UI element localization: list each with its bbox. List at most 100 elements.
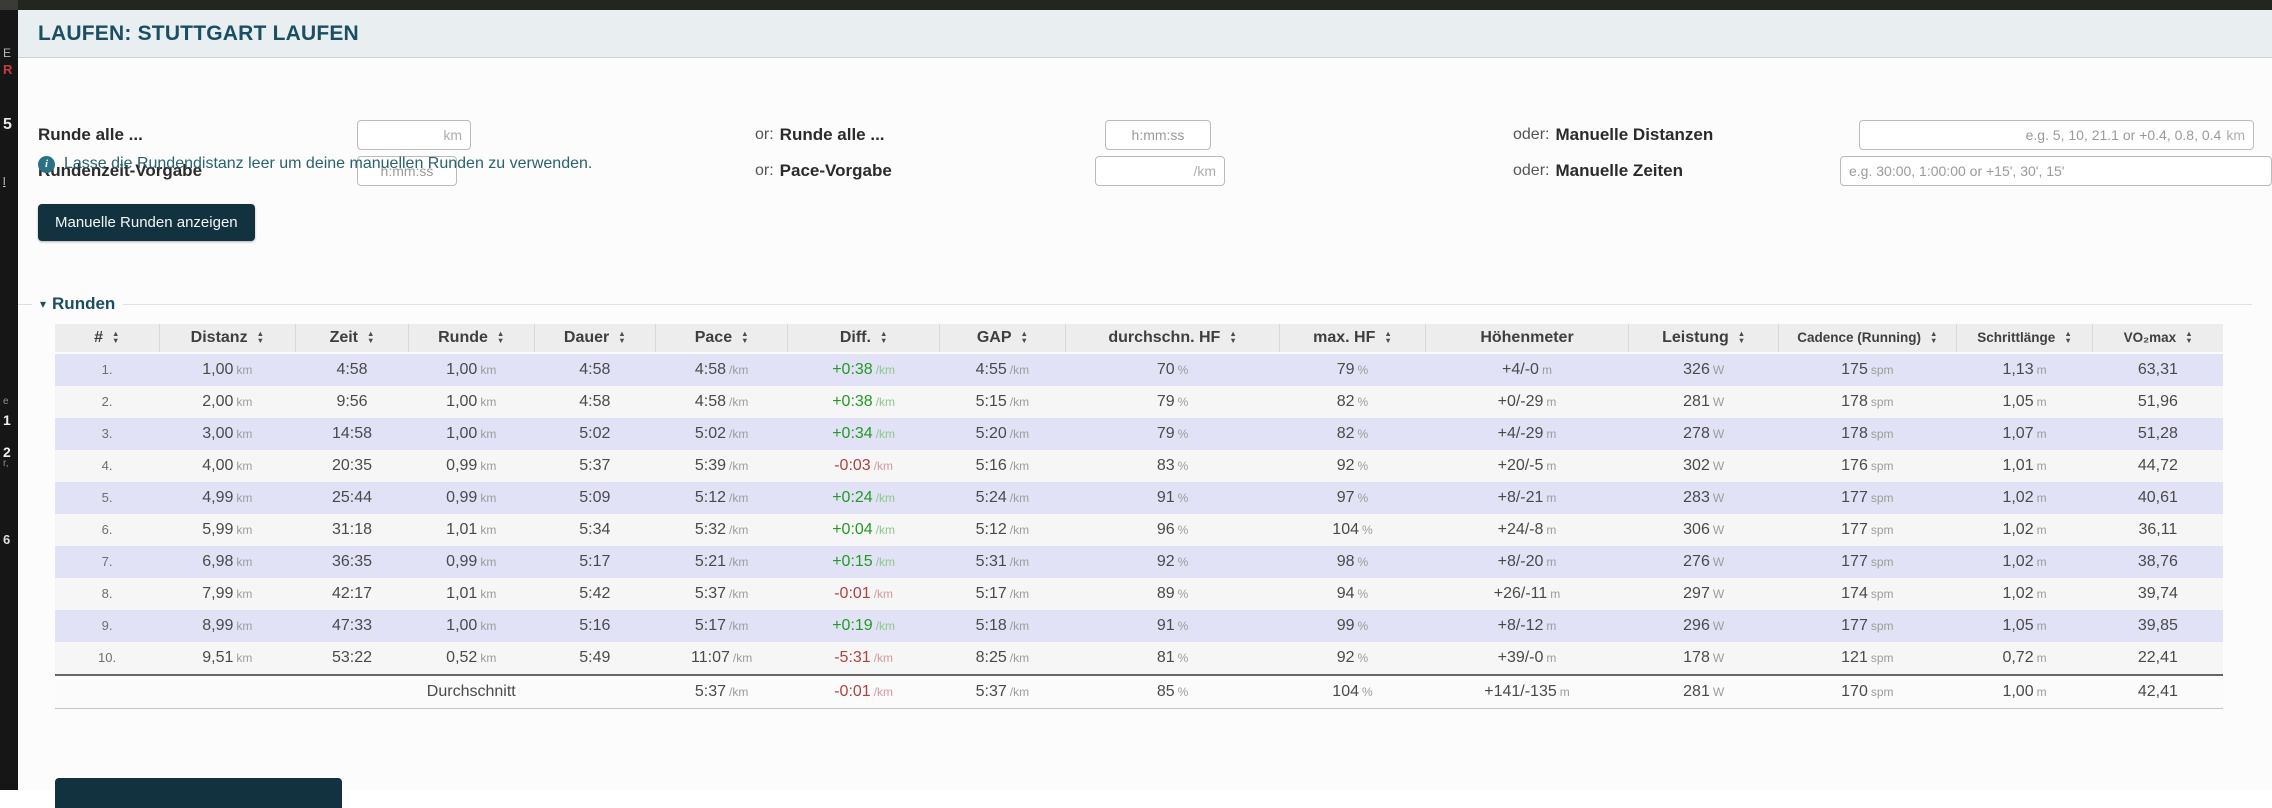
cell-unit: km [236,619,253,633]
cell-unit: % [1177,619,1189,633]
cell-max_hf: 92% [1336,649,1369,666]
manual-distances-input[interactable] [1868,121,2222,149]
cell-unit: % [1177,427,1189,441]
sort-icon[interactable]: ▲ ▼ [1930,329,1938,345]
manual-times-input[interactable] [1849,157,2263,185]
cell-unit: % [1357,651,1369,665]
sort-icon[interactable]: ▲ ▼ [1020,329,1028,345]
cell-unit: % [1357,395,1369,409]
cell-unit: km [236,555,253,569]
column-header-num[interactable]: # ▲ ▼ [55,324,160,354]
manual-times-label: Manuelle Zeiten [1555,161,1683,180]
background-fragment: 1 [3,412,11,428]
cell-unit: spm [1870,523,1894,537]
cell-unit: km [480,523,497,537]
cell-num: 7. [101,554,113,569]
cell-avg_hf: 92% [1156,553,1189,570]
cell-diff: -0:01/km [834,683,894,700]
cell-hoehenmeter: +8/-12 m [1497,617,1557,634]
cell-runde: 0,99 km [446,553,497,570]
pace-target-input[interactable] [1104,157,1189,185]
column-header-vo2max[interactable]: VO₂max ▲ ▼ [2092,324,2223,354]
section-collapse-icon[interactable]: ▾ [40,297,47,311]
section-divider-right [123,303,2252,305]
cell-dauer: 5:37 [579,457,611,474]
lap-time-input[interactable] [1114,121,1202,149]
sort-icon[interactable]: ▲ ▼ [256,329,265,345]
cell-pace: 5:39/km [694,457,749,474]
cell-unit: km [236,523,253,537]
manual-times-prefix: oder: [1513,162,1550,179]
cell-pace: 5:37/km [694,683,749,700]
column-label-hoehenmeter: Höhenmeter [1480,329,1574,346]
column-label-schrittlaenge: Schrittlänge [1977,330,2056,345]
cell-diff: +0:04/km [832,521,896,538]
column-header-avg_hf[interactable]: durchschn. HF ▲ ▼ [1065,324,1281,354]
column-label-pace: Pace [694,329,733,346]
info-message: i Lasse die Rundendistanz leer um deine … [38,155,592,173]
cell-runde: 0,99 km [446,489,497,506]
cell-unit: % [1177,587,1189,601]
cell-unit: /km [1009,395,1030,409]
pace-target-group: or: Pace-Vorgabe [755,156,892,186]
cell-unit: km [480,427,497,441]
column-header-pace[interactable]: Pace ▲ ▼ [655,324,789,354]
cell-avg_hf: 96% [1156,521,1189,538]
section-title[interactable]: Runden [52,294,116,313]
show-manual-laps-button[interactable]: Manuelle Runden anzeigen [38,204,255,241]
cell-unit: % [1177,523,1189,537]
cell-runde: 1,00 km [446,393,497,410]
cell-unit: m [2036,619,2047,633]
cell-unit: km [480,395,497,409]
sort-icon[interactable]: ▲ ▼ [2185,329,2193,345]
cell-vo2max: 51,96 [2137,393,2178,410]
cell-unit: /km [875,523,896,537]
column-header-diff[interactable]: Diff. ▲ ▼ [787,324,940,354]
column-header-cadence[interactable]: Cadence (Running) ▲ ▼ [1778,324,1957,354]
cell-schrittlaenge: 1,02 m [2002,521,2047,538]
column-header-runde[interactable]: Runde ▲ ▼ [408,324,535,354]
cell-unit: % [1177,555,1189,569]
sort-icon[interactable]: ▲ ▼ [367,329,375,345]
cell-diff: +0:38/km [832,393,896,410]
lap-row: 1. 1,00 km 4:58 1,00 km 4:58 4:58/km +0:38/km 4:5… [55,353,2223,386]
column-header-leistung[interactable]: Leistung ▲ ▼ [1628,324,1779,354]
column-header-dauer[interactable]: Dauer ▲ ▼ [534,324,657,354]
cell-cadence: 170 spm [1841,683,1894,700]
cell-runde: 1,00 km [446,617,497,634]
lap-distance-inputbox: km [357,120,471,150]
cell-unit: spm [1870,685,1894,699]
cell-unit: /km [729,491,749,505]
lap-time-target-input[interactable] [366,157,448,185]
cell-runde: 1,00 km [446,425,497,442]
sort-icon[interactable]: ▲ ▼ [1229,329,1237,345]
cell-num: 8. [101,586,113,601]
sort-icon[interactable]: ▲ ▼ [618,329,626,345]
column-header-gap[interactable]: GAP ▲ ▼ [939,324,1066,354]
cell-unit: m [1546,395,1557,409]
lap-row: 7. 6,98 km 36:35 0,99 km 5:17 5:21/km +0:15/km 5:… [55,546,2223,578]
column-header-max_hf[interactable]: max. HF ▲ ▼ [1279,324,1426,354]
cell-unit: m [1546,427,1557,441]
cell-gap: 5:37/km [975,683,1030,700]
cell-hoehenmeter: +8/-20 m [1497,553,1557,570]
column-header-schrittlaenge[interactable]: Schrittlänge ▲ ▼ [1956,324,2094,354]
sort-icon[interactable]: ▲ ▼ [496,329,505,345]
cell-unit: /km [1009,651,1030,665]
column-header-hoehenmeter: Höhenmeter [1425,324,1630,354]
cell-unit: /km [1009,363,1030,377]
sort-icon[interactable]: ▲ ▼ [112,329,120,345]
cell-zeit: 53:22 [331,649,373,666]
cell-max_hf: 82% [1336,393,1369,410]
cell-unit: /km [875,395,896,409]
cell-schrittlaenge: 1,01 m [2002,457,2047,474]
column-header-zeit[interactable]: Zeit ▲ ▼ [295,324,409,354]
sort-icon[interactable]: ▲ ▼ [1737,329,1746,345]
column-header-distanz[interactable]: Distanz ▲ ▼ [159,324,297,354]
lap-distance-input[interactable] [366,121,439,149]
sort-icon[interactable]: ▲ ▼ [2064,329,2072,345]
sort-icon[interactable]: ▲ ▼ [741,329,749,345]
sort-icon[interactable]: ▲ ▼ [879,329,888,345]
bottom-button-partial[interactable] [55,778,342,808]
sort-icon[interactable]: ▲ ▼ [1384,329,1392,345]
